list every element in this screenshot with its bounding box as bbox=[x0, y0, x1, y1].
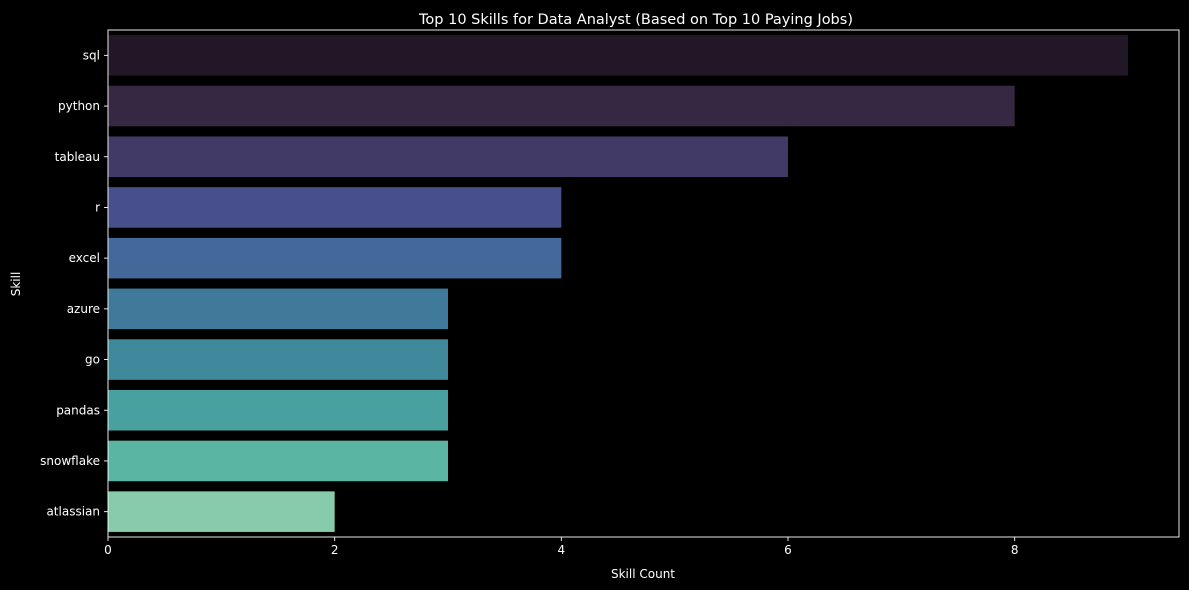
bar-atlassian bbox=[108, 491, 335, 532]
y-tick-label: excel bbox=[69, 251, 100, 265]
y-tick-label: r bbox=[95, 200, 100, 214]
y-axis: sql python tableau r excel azure go pandas snowf… bbox=[40, 48, 108, 519]
bar-python bbox=[108, 85, 1015, 127]
y-tick-label: pandas bbox=[56, 403, 100, 417]
y-tick-label: snowflake bbox=[40, 454, 100, 468]
y-axis-title: Skill bbox=[9, 272, 23, 297]
x-tick-label: 4 bbox=[558, 543, 566, 557]
plot-frame bbox=[107, 29, 1180, 538]
bar-pandas bbox=[108, 389, 448, 431]
bar-azure bbox=[108, 288, 448, 330]
x-tick-label: 8 bbox=[1011, 543, 1019, 557]
y-tick-label: azure bbox=[67, 302, 100, 316]
y-tick-label: atlassian bbox=[46, 505, 100, 519]
y-tick-label: python bbox=[58, 99, 100, 113]
y-tick-label: sql bbox=[83, 48, 100, 62]
x-axis-title: Skill Count bbox=[611, 567, 675, 581]
x-tick-label: 6 bbox=[784, 543, 792, 557]
x-tick-label: 0 bbox=[104, 543, 112, 557]
chart-title: Top 10 Skills for Data Analyst (Based on… bbox=[418, 12, 853, 28]
bar-r bbox=[108, 187, 562, 228]
x-axis: 0 2 4 6 8 bbox=[104, 537, 1018, 557]
bar-snowflake bbox=[108, 440, 448, 482]
bar-tableau bbox=[108, 136, 788, 178]
x-tick-label: 2 bbox=[331, 543, 339, 557]
bars-group bbox=[108, 35, 1128, 532]
bar-sql bbox=[108, 35, 1128, 76]
bar-excel bbox=[108, 237, 562, 279]
y-tick-label: go bbox=[85, 353, 100, 367]
bar-go bbox=[108, 339, 448, 380]
y-tick-label: tableau bbox=[55, 150, 100, 164]
